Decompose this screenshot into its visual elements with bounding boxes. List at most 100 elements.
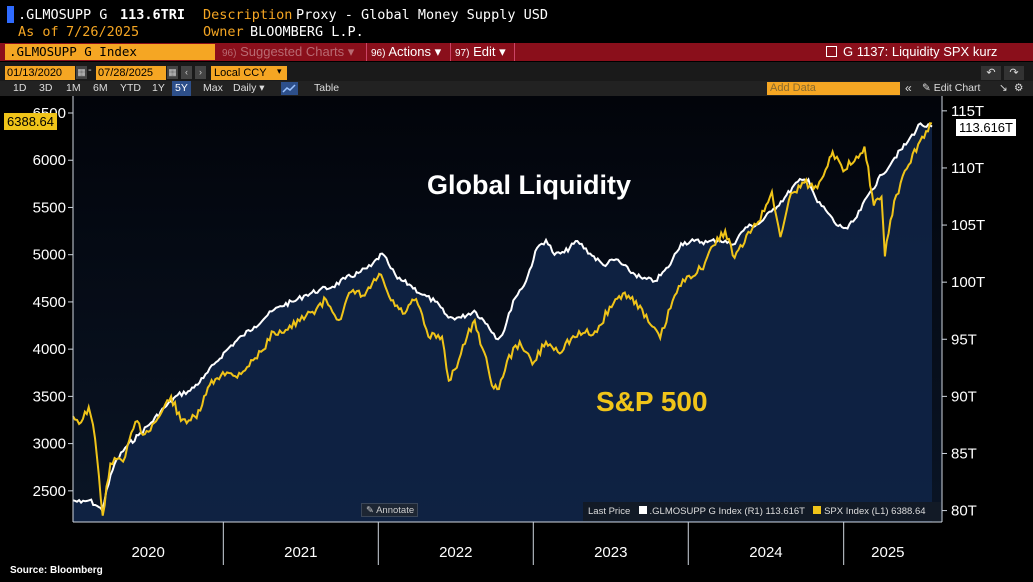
x-tick-label: 2022 bbox=[439, 544, 472, 561]
legend: Last Price .GLMOSUPP G Index (R1) 113.61… bbox=[583, 502, 941, 521]
pencil-icon: ✎ bbox=[366, 505, 374, 516]
x-tick-label: 2024 bbox=[749, 544, 782, 561]
description-value: Proxy - Global Money Supply USD bbox=[296, 7, 548, 23]
collapse-icon[interactable]: « bbox=[905, 81, 912, 95]
range-1m[interactable]: 1M bbox=[66, 82, 81, 94]
annotate-button[interactable]: ✎ Annotate bbox=[361, 503, 418, 517]
right-tick-label: 105T bbox=[951, 217, 985, 234]
left-tick-label: 3000 bbox=[33, 436, 66, 453]
edit-label: Edit bbox=[473, 44, 496, 59]
liquidity-area bbox=[73, 123, 932, 523]
actions-num: 96) bbox=[371, 48, 386, 59]
actions-menu[interactable]: 96) Actions ▾ bbox=[371, 43, 441, 61]
edit-chart-button[interactable]: ✎ Edit Chart bbox=[922, 81, 980, 96]
calendar-icon[interactable]: ▦ bbox=[167, 66, 178, 79]
legend-spx-name: SPX Index bbox=[824, 506, 869, 517]
line-chart-icon[interactable] bbox=[281, 82, 298, 95]
left-tick-label: 2500 bbox=[33, 483, 66, 500]
menu-divider bbox=[450, 43, 451, 61]
menu-divider bbox=[514, 43, 515, 61]
menu-bar bbox=[0, 43, 1033, 61]
annotate-label: Annotate bbox=[376, 505, 415, 516]
left-tick-label: 6000 bbox=[33, 152, 66, 169]
range-1y[interactable]: 1Y bbox=[152, 82, 165, 94]
undo-icon[interactable]: ↶ bbox=[981, 66, 1001, 80]
legend-liquidity-axis: (R1) bbox=[744, 506, 763, 517]
line-chart-glyph bbox=[282, 84, 296, 93]
x-tick-label: 2020 bbox=[131, 544, 164, 561]
external-link-icon bbox=[826, 46, 837, 57]
calendar-icon[interactable]: ▦ bbox=[76, 66, 87, 79]
pencil-icon: ✎ bbox=[922, 82, 931, 94]
description-label: Description bbox=[203, 7, 293, 23]
index-box[interactable]: .GLMOSUPP G Index bbox=[5, 44, 215, 60]
left-tick-label: 5500 bbox=[33, 199, 66, 216]
asof-label: As of bbox=[18, 24, 59, 40]
zoom-icon[interactable]: ↘ bbox=[999, 82, 1008, 94]
chart-title[interactable]: G 1137: Liquidity SPX kurz bbox=[826, 43, 997, 61]
asof-value: 7/26/2025 bbox=[66, 24, 140, 40]
ticker-value: 113.6TRI bbox=[120, 7, 186, 23]
add-data-input[interactable]: Add Data bbox=[767, 82, 900, 95]
prev-arrow-icon[interactable]: ‹ bbox=[181, 66, 192, 79]
left-tick-label: 5000 bbox=[33, 247, 66, 264]
left-tick-label: 3500 bbox=[33, 388, 66, 405]
spx-last-badge: 6388.64 bbox=[4, 113, 57, 130]
legend-swatch-liquidity bbox=[638, 506, 647, 514]
owner-value: BLOOMBERG L.P. bbox=[250, 24, 364, 40]
date-separator: - bbox=[88, 64, 92, 76]
liquidity-last-badge: 113.616T bbox=[956, 119, 1016, 136]
right-tick-label: 90T bbox=[951, 388, 977, 405]
ticker[interactable]: .GLMOSUPP G bbox=[18, 7, 108, 23]
start-date-input[interactable]: 01/13/2020 bbox=[5, 66, 75, 80]
right-tick-label: 110T bbox=[951, 160, 984, 177]
right-tick-label: 100T bbox=[951, 274, 985, 291]
legend-spx-last: 6388.64 bbox=[891, 506, 926, 517]
owner-label: Owner bbox=[203, 24, 244, 40]
actions-label: Actions bbox=[388, 44, 431, 59]
edit-num: 97) bbox=[455, 48, 470, 59]
source-note: Source: Bloomberg bbox=[10, 565, 103, 576]
right-tick-label: 95T bbox=[951, 331, 977, 348]
range-5y[interactable]: 5Y bbox=[172, 81, 191, 96]
legend-title: Last Price bbox=[588, 506, 631, 517]
chart-title-label: G 1137: Liquidity SPX kurz bbox=[843, 44, 998, 59]
legend-liquidity-name: .GLMOSUPP G Index bbox=[649, 506, 742, 517]
gear-icon[interactable]: ⚙ bbox=[1014, 82, 1024, 94]
next-arrow-icon[interactable]: › bbox=[195, 66, 206, 79]
annotation-global-liquidity: Global Liquidity bbox=[427, 170, 631, 200]
range-6m[interactable]: 6M bbox=[93, 82, 108, 94]
edit-menu[interactable]: 97) Edit ▾ bbox=[455, 43, 506, 61]
chevron-down-icon: ▾ bbox=[259, 82, 265, 94]
left-tick-label: 4500 bbox=[33, 294, 66, 311]
range-3d[interactable]: 3D bbox=[39, 82, 53, 94]
x-tick-label: 2025 bbox=[871, 544, 904, 561]
series-line-spx bbox=[72, 122, 933, 516]
chevron-down-icon: ▾ bbox=[499, 44, 506, 59]
menu-divider bbox=[366, 43, 367, 61]
right-tick-label: 115T bbox=[951, 103, 984, 120]
x-tick-label: 2021 bbox=[284, 544, 317, 561]
range-ytd[interactable]: YTD bbox=[120, 82, 141, 94]
ticker-marker bbox=[7, 6, 14, 23]
currency-select[interactable]: Local CCY bbox=[211, 66, 287, 80]
suggested-num: 96) bbox=[222, 48, 237, 59]
suggested-label: Suggested Charts bbox=[240, 44, 345, 59]
range-max[interactable]: Max bbox=[203, 82, 223, 94]
end-date-input[interactable]: 07/28/2025 bbox=[96, 66, 166, 80]
legend-liquidity-last: 113.616T bbox=[765, 506, 805, 517]
right-tick-label: 85T bbox=[951, 445, 977, 462]
frequency-label: Daily bbox=[233, 82, 257, 94]
chevron-down-icon: ▾ bbox=[347, 44, 355, 59]
redo-icon[interactable]: ↷ bbox=[1004, 66, 1024, 80]
frequency-select[interactable]: Daily ▾ bbox=[233, 81, 265, 96]
series-line-liquidity bbox=[72, 122, 933, 514]
legend-spx-axis: (L1) bbox=[871, 506, 889, 517]
edit-chart-label: Edit Chart bbox=[933, 82, 981, 94]
chevron-down-icon: ▾ bbox=[434, 44, 442, 59]
suggested-charts-menu[interactable]: 96) Suggested Charts ▾ bbox=[222, 43, 354, 61]
range-1d[interactable]: 1D bbox=[13, 82, 27, 94]
table-button[interactable]: Table bbox=[314, 82, 340, 94]
left-tick-label: 4000 bbox=[33, 341, 66, 358]
security-header: .GLMOSUPP G 113.6TRI Description Proxy -… bbox=[0, 0, 1033, 42]
